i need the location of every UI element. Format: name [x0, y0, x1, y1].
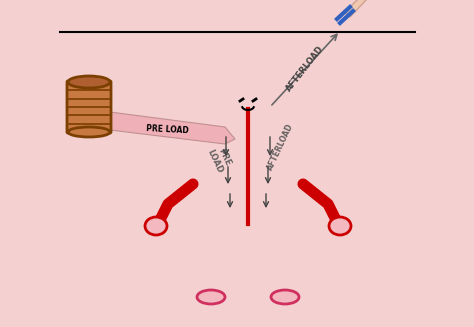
Text: PRE LOAD: PRE LOAD: [146, 124, 189, 136]
Ellipse shape: [271, 290, 299, 304]
Ellipse shape: [197, 290, 225, 304]
Polygon shape: [110, 112, 235, 144]
Ellipse shape: [68, 76, 110, 88]
Polygon shape: [345, 0, 375, 17]
Text: PRELOAD AND AFTERLOAD: PRELOAD AND AFTERLOAD: [97, 17, 377, 37]
Text: Increased in:: Increased in:: [5, 267, 86, 280]
Text: Resistance left
ventricle must
overcome to
circulate blood: Resistance left ventricle must overcome …: [355, 77, 448, 144]
Text: AFTERLOAD: AFTERLOAD: [265, 122, 295, 172]
Ellipse shape: [329, 217, 351, 235]
Text: Afterload: Afterload: [345, 55, 446, 75]
Text: Increased in:
Hypertension: Increased in: Hypertension: [360, 247, 444, 278]
Text: Preload: Preload: [5, 47, 88, 67]
Ellipse shape: [68, 127, 110, 137]
Text: AFTERLOAD: AFTERLOAD: [284, 44, 326, 94]
Text: PRE
LOAD: PRE LOAD: [206, 144, 234, 175]
Polygon shape: [263, 24, 348, 114]
Ellipse shape: [145, 217, 167, 235]
FancyBboxPatch shape: [67, 81, 111, 133]
Text: Volume of blood in
ventricles at end of
diastole (end diastolic
pressure): Volume of blood in ventricles at end of …: [5, 70, 143, 137]
Polygon shape: [138, 74, 218, 124]
